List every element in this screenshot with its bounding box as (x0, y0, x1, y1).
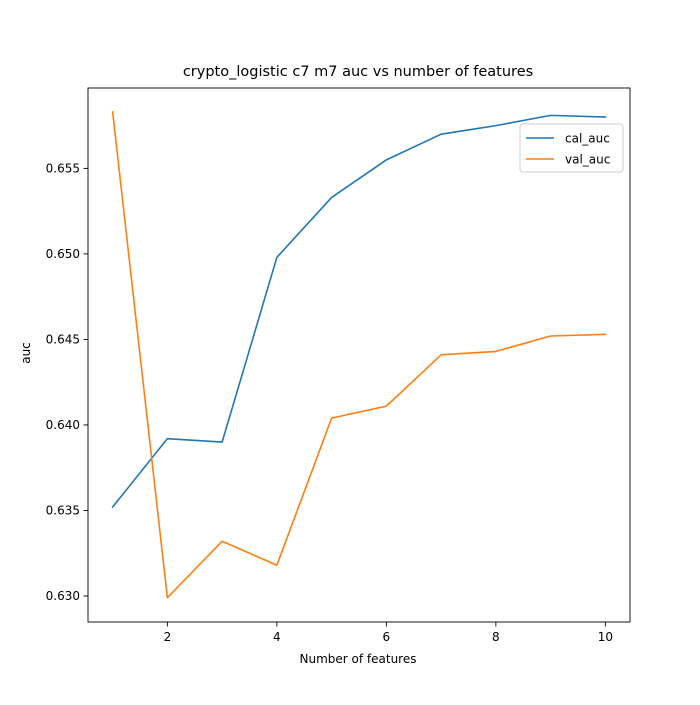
plot-area: 2 4 6 8 10 0.630 0.635 0.640 0.645 0.650 0.655 cal_… (46, 87, 631, 644)
x-tick-label: 10 (598, 630, 613, 644)
chart-title: crypto_logistic c7 m7 auc vs number of f… (183, 64, 533, 80)
series-line-cal_auc (111, 114, 607, 509)
y-tick-label: 0.655 (46, 162, 80, 176)
x-tick-label: 8 (492, 630, 500, 644)
legend-label-val_auc: val_auc (565, 152, 610, 166)
y-tick-label: 0.650 (46, 247, 80, 261)
series-line-val_auc (111, 111, 607, 599)
y-tick-label: 0.645 (46, 333, 80, 347)
y-tick-label: 0.640 (46, 418, 80, 432)
y-tick-label: 0.630 (46, 589, 80, 603)
x-tick-label: 6 (383, 630, 391, 644)
axes-frame (87, 87, 631, 623)
legend-box (519, 123, 624, 173)
x-axis-label: Number of features (300, 652, 417, 666)
legend-label-cal_auc: cal_auc (565, 131, 610, 145)
y-tick-label: 0.635 (46, 504, 80, 518)
x-tick-label: 2 (164, 630, 172, 644)
y-axis-label: auc (19, 342, 33, 364)
x-tick-label: 4 (273, 630, 281, 644)
